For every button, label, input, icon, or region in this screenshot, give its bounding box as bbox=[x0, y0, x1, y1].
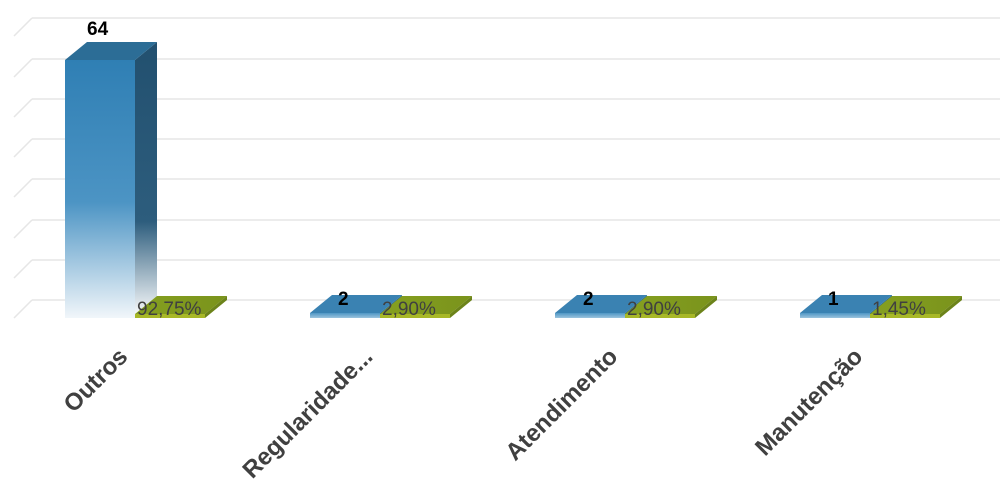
bar-percent-front bbox=[135, 314, 205, 318]
gridline-depth bbox=[13, 259, 33, 279]
data-label-count: 2 bbox=[583, 289, 594, 310]
data-label-percent: 92,75% bbox=[137, 299, 202, 320]
bar-percent-top bbox=[135, 296, 227, 314]
bars bbox=[65, 42, 962, 318]
category-label: Regularidade... bbox=[237, 343, 378, 484]
bar-percent-side bbox=[940, 296, 962, 318]
gridline-depth bbox=[13, 58, 33, 78]
bar-percent-top bbox=[380, 296, 472, 314]
bar-percent-side bbox=[450, 296, 472, 318]
bar-percent bbox=[135, 296, 227, 318]
bar-count-top bbox=[800, 295, 892, 313]
bar-percent-front bbox=[870, 314, 940, 318]
gridline-depth bbox=[13, 178, 33, 198]
data-label-percent: 1,45% bbox=[872, 299, 926, 320]
bar-percent-side bbox=[695, 296, 717, 318]
bar-count-front bbox=[555, 313, 625, 318]
data-label-percent: 2,90% bbox=[382, 299, 436, 320]
category-labels: Outros Regularidade... Atendimento Manutenç… bbox=[59, 343, 869, 484]
gridlines bbox=[13, 17, 1000, 319]
bar-count-top bbox=[310, 295, 402, 313]
gridline-depth bbox=[13, 138, 33, 158]
bar-count-top bbox=[555, 295, 647, 313]
bar-percent bbox=[625, 296, 717, 318]
data-label-count: 1 bbox=[828, 289, 839, 310]
bar-percent-side bbox=[205, 296, 227, 318]
gridline-depth bbox=[13, 17, 33, 37]
bar-count bbox=[65, 42, 157, 318]
data-label-percent: 2,90% bbox=[627, 299, 681, 320]
category-label: Atendimento bbox=[500, 343, 623, 466]
bar-percent-front bbox=[380, 314, 450, 318]
gridline-depth bbox=[13, 98, 33, 118]
bar-percent-front bbox=[625, 314, 695, 318]
data-label-count: 64 bbox=[87, 19, 109, 40]
bar-percent-top bbox=[625, 296, 717, 314]
gridline-depth bbox=[13, 299, 33, 319]
gridline-depth bbox=[13, 219, 33, 239]
bar-percent-top bbox=[870, 296, 962, 314]
bar-percent bbox=[380, 296, 472, 318]
data-label-count: 2 bbox=[338, 289, 349, 310]
bar-percent bbox=[870, 296, 962, 318]
category-label: Manutenção bbox=[750, 343, 868, 461]
bar-count-side bbox=[135, 42, 157, 318]
bar-count-front bbox=[65, 60, 135, 318]
value-labels: 64 92,75% 2 2,90% 2 2,90% 1 1,45% bbox=[87, 19, 926, 320]
category-label: Outros bbox=[59, 343, 134, 418]
bar-count-top bbox=[65, 42, 157, 60]
bar-count-front bbox=[310, 313, 380, 318]
bar-count-front bbox=[800, 313, 870, 318]
